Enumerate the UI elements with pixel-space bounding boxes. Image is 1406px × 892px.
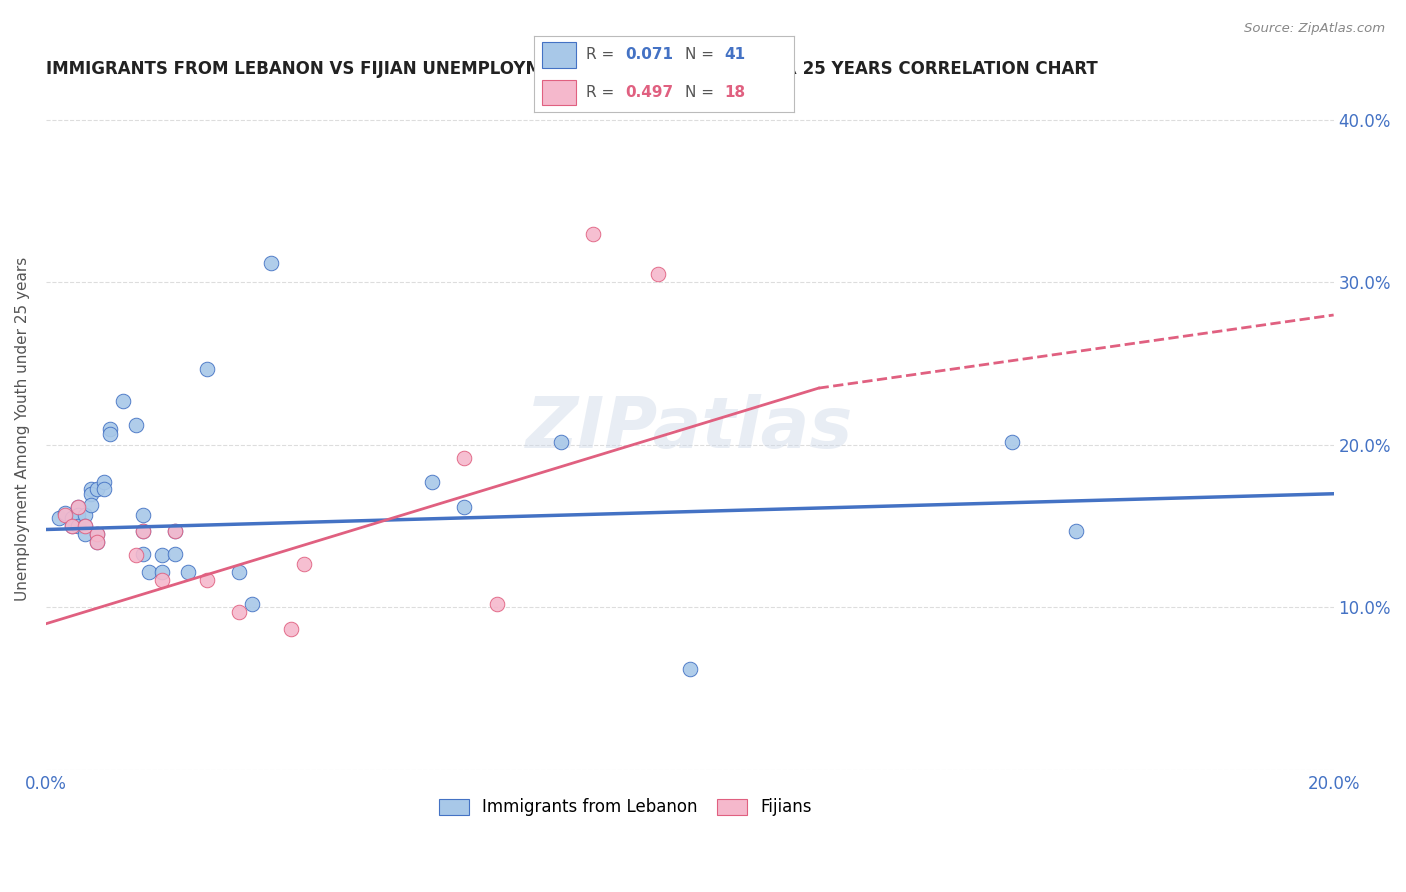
Point — [163, 524, 186, 538]
Point — [80, 487, 103, 501]
Point — [150, 565, 173, 579]
Point — [73, 519, 96, 533]
Text: 0.497: 0.497 — [626, 85, 673, 100]
Point — [582, 227, 605, 241]
Point — [647, 268, 669, 282]
Point — [260, 256, 283, 270]
Text: 41: 41 — [724, 47, 745, 62]
Text: 0.071: 0.071 — [626, 47, 673, 62]
Text: IMMIGRANTS FROM LEBANON VS FIJIAN UNEMPLOYMENT AMONG YOUTH UNDER 25 YEARS CORREL: IMMIGRANTS FROM LEBANON VS FIJIAN UNEMPL… — [46, 60, 1098, 78]
Point — [67, 519, 90, 533]
Point — [73, 519, 96, 533]
Point — [60, 511, 83, 525]
Point — [53, 506, 76, 520]
Point — [60, 519, 83, 533]
Text: Source: ZipAtlas.com: Source: ZipAtlas.com — [1244, 22, 1385, 36]
Point — [228, 606, 250, 620]
Y-axis label: Unemployment Among Youth under 25 years: Unemployment Among Youth under 25 years — [15, 257, 30, 601]
Point — [98, 422, 121, 436]
Text: R =: R = — [586, 47, 620, 62]
Point — [453, 450, 475, 465]
Point — [679, 662, 702, 676]
Point — [163, 547, 186, 561]
Point — [86, 527, 108, 541]
Point — [86, 482, 108, 496]
Point — [131, 524, 153, 538]
Point — [228, 565, 250, 579]
Point — [280, 622, 302, 636]
Point — [93, 482, 115, 496]
Point — [195, 361, 218, 376]
Point — [453, 500, 475, 514]
Point — [420, 475, 443, 490]
Text: N =: N = — [685, 85, 718, 100]
Point — [73, 508, 96, 522]
Point — [150, 549, 173, 563]
Bar — [543, 79, 576, 105]
Text: ZIPatlas: ZIPatlas — [526, 394, 853, 463]
Point — [60, 519, 83, 533]
Text: R =: R = — [586, 85, 620, 100]
Point — [53, 508, 76, 522]
Point — [125, 418, 148, 433]
Bar — [543, 42, 576, 68]
Point — [86, 535, 108, 549]
Point — [80, 498, 103, 512]
Point — [150, 573, 173, 587]
Point — [48, 511, 70, 525]
Point — [67, 508, 90, 522]
Point — [67, 500, 90, 514]
Point — [550, 434, 572, 449]
Point — [98, 426, 121, 441]
Point — [131, 547, 153, 561]
Point — [86, 527, 108, 541]
Point — [485, 597, 508, 611]
Point — [1001, 434, 1024, 449]
Point — [195, 573, 218, 587]
Point — [86, 535, 108, 549]
Point — [80, 482, 103, 496]
Point — [163, 524, 186, 538]
Point — [292, 557, 315, 571]
Point — [138, 565, 160, 579]
Legend: Immigrants from Lebanon, Fijians: Immigrants from Lebanon, Fijians — [432, 792, 818, 823]
Point — [112, 394, 135, 409]
Text: 18: 18 — [724, 85, 745, 100]
Point — [240, 597, 263, 611]
Point — [67, 500, 90, 514]
Point — [131, 508, 153, 522]
Point — [131, 524, 153, 538]
Point — [93, 475, 115, 490]
Point — [1064, 524, 1087, 538]
Point — [73, 527, 96, 541]
Point — [176, 565, 198, 579]
Point — [125, 549, 148, 563]
Text: N =: N = — [685, 47, 718, 62]
